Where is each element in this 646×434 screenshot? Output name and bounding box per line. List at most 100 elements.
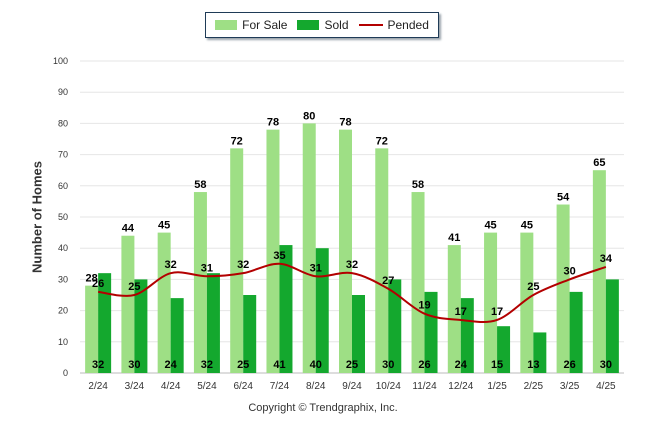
data-label-for-sale: 45 xyxy=(158,220,170,232)
data-label-pended: 32 xyxy=(165,259,177,271)
bar-sold xyxy=(315,248,329,373)
bar-sold xyxy=(605,279,619,373)
bar-for-sale xyxy=(230,148,244,373)
data-label-for-sale: 72 xyxy=(231,135,243,147)
bar-for-sale xyxy=(302,123,316,374)
data-label-for-sale: 44 xyxy=(122,223,135,235)
data-label-pended: 31 xyxy=(310,262,322,274)
data-label-pended: 32 xyxy=(346,259,358,271)
data-label-for-sale: 72 xyxy=(376,135,388,147)
data-label-pended: 25 xyxy=(128,281,140,293)
bar-sold xyxy=(569,291,583,373)
data-label-sold: 40 xyxy=(310,359,322,371)
bar-for-sale xyxy=(85,285,99,373)
data-label-for-sale: 28 xyxy=(86,273,98,285)
y-tick-label: 0 xyxy=(63,368,68,378)
data-label-sold: 30 xyxy=(382,359,394,371)
y-tick-label: 40 xyxy=(58,243,68,253)
data-label-pended: 31 xyxy=(201,262,213,274)
data-label-for-sale: 54 xyxy=(557,192,570,204)
data-label-sold: 32 xyxy=(92,359,104,371)
data-label-sold: 30 xyxy=(128,359,140,371)
data-label-for-sale: 65 xyxy=(593,157,605,169)
data-label-for-sale: 45 xyxy=(521,220,533,232)
bar-for-sale xyxy=(520,232,534,373)
y-tick-label: 10 xyxy=(58,337,68,347)
data-label-sold: 15 xyxy=(491,359,503,371)
data-label-for-sale: 58 xyxy=(412,179,424,191)
y-tick-label: 100 xyxy=(53,56,68,66)
bar-for-sale xyxy=(592,170,606,373)
bar-sold xyxy=(497,326,511,373)
bar-for-sale xyxy=(484,232,498,373)
bar-sold xyxy=(279,245,293,373)
data-label-for-sale: 80 xyxy=(303,110,315,122)
bar-for-sale xyxy=(411,192,425,373)
data-label-sold: 41 xyxy=(273,359,285,371)
bar-for-sale xyxy=(193,192,207,373)
x-tick-label: 8/24 xyxy=(306,381,326,392)
y-axis-label: Number of Homes xyxy=(29,161,45,273)
bar-sold xyxy=(243,295,257,373)
data-label-sold: 32 xyxy=(201,359,213,371)
data-label-pended: 34 xyxy=(600,253,613,265)
legend-label-pended: Pended xyxy=(387,18,429,32)
legend-item-sold[interactable]: Sold xyxy=(297,18,349,32)
bar-sold xyxy=(98,273,112,373)
y-tick-label: 50 xyxy=(58,212,68,222)
x-tick-label: 7/24 xyxy=(270,381,290,392)
y-tick-label: 80 xyxy=(58,118,68,128)
data-label-sold: 25 xyxy=(346,359,358,371)
bar-for-sale xyxy=(121,235,135,373)
legend-swatch-pended xyxy=(358,24,383,26)
data-label-pended: 30 xyxy=(563,265,575,277)
bar-for-sale xyxy=(266,129,280,373)
bar-sold xyxy=(388,279,402,373)
bar-sold xyxy=(206,273,220,373)
bar-sold xyxy=(460,298,474,373)
legend-item-pended[interactable]: Pended xyxy=(358,18,429,32)
data-label-sold: 25 xyxy=(237,359,249,371)
y-tick-label: 30 xyxy=(58,274,68,284)
data-label-pended: 27 xyxy=(382,275,394,287)
data-label-pended: 35 xyxy=(273,250,285,262)
data-label-pended: 19 xyxy=(418,300,430,312)
legend-item-for-sale[interactable]: For Sale xyxy=(215,18,287,32)
pended-line xyxy=(98,262,607,324)
bar-sold xyxy=(533,332,547,373)
legend-label-for-sale: For Sale xyxy=(242,18,288,32)
data-label-for-sale: 58 xyxy=(194,179,206,191)
x-tick-label: 2/25 xyxy=(524,381,544,392)
x-tick-label: 11/24 xyxy=(412,381,437,392)
data-label-for-sale: 45 xyxy=(484,220,496,232)
data-label-pended: 17 xyxy=(455,306,467,318)
data-label-for-sale: 78 xyxy=(339,117,351,129)
x-tick-label: 2/24 xyxy=(88,381,108,392)
data-label-pended: 17 xyxy=(491,306,503,318)
y-tick-label: 20 xyxy=(58,306,68,316)
bar-for-sale xyxy=(556,204,570,373)
data-label-pended: 25 xyxy=(527,281,539,293)
x-tick-label: 12/24 xyxy=(448,381,473,392)
bar-for-sale xyxy=(339,129,352,373)
data-label-sold: 24 xyxy=(165,359,178,371)
legend-swatch-sold xyxy=(297,20,320,30)
x-tick-label: 10/24 xyxy=(376,381,401,392)
bar-sold xyxy=(424,291,438,373)
data-label-sold: 26 xyxy=(418,359,430,371)
legend-label-sold: Sold xyxy=(324,18,349,32)
legend-swatch-for-sale xyxy=(215,20,238,30)
bar-for-sale xyxy=(447,245,461,373)
copyright-text: Copyright © Trendgraphix, Inc. xyxy=(248,402,398,414)
data-label-sold: 24 xyxy=(455,359,468,371)
x-tick-label: 4/25 xyxy=(596,381,616,392)
y-tick-label: 60 xyxy=(58,181,68,191)
bar-sold xyxy=(170,298,184,373)
bar-for-sale xyxy=(157,232,171,373)
data-label-for-sale: 78 xyxy=(267,117,279,129)
data-label-sold: 13 xyxy=(527,359,539,371)
x-tick-label: 3/25 xyxy=(560,381,580,392)
data-label-for-sale: 41 xyxy=(448,232,460,244)
bar-sold xyxy=(134,279,148,373)
